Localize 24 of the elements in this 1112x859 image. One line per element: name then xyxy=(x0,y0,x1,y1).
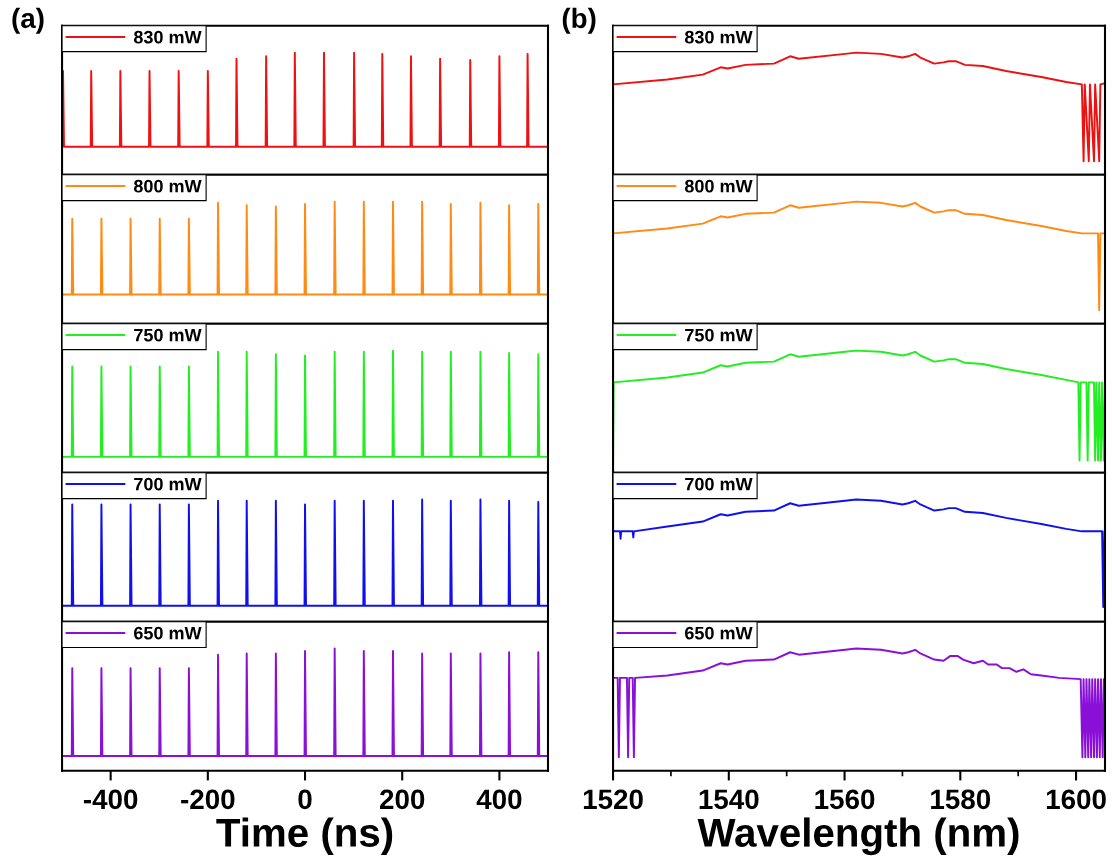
x-axis-title: Time (ns) xyxy=(216,817,393,855)
chart-title: (b) xyxy=(562,7,596,34)
legend-label: 830 mW xyxy=(684,30,753,44)
legend-label: 800 mW xyxy=(133,179,202,193)
legend-label: 750 mW xyxy=(134,328,202,342)
x-tick-label: 200 xyxy=(380,789,425,810)
legend-label: 800 mW xyxy=(684,179,753,193)
x-axis-title: Wavelength (nm) xyxy=(697,817,1019,856)
legend-label: 700 mW xyxy=(134,477,202,491)
x-tick-label: 1580 xyxy=(931,789,991,810)
x-tick-label: 0 xyxy=(298,789,312,810)
x-tick-label: -200 xyxy=(181,789,235,810)
x-tick-label: 1540 xyxy=(699,789,759,810)
x-tick-label: -400 xyxy=(83,789,138,810)
x-tick-label: 1520 xyxy=(583,789,643,810)
chart-title: (a) xyxy=(12,7,44,34)
legend-label: 650 mW xyxy=(685,626,753,640)
legend-label: 650 mW xyxy=(134,626,202,640)
legend-label: 700 mW xyxy=(685,477,753,491)
x-tick-label: 1600 xyxy=(1046,789,1106,810)
x-tick-label: 400 xyxy=(476,789,522,810)
legend-label: 830 mW xyxy=(133,30,202,44)
x-tick-label: 1560 xyxy=(815,789,875,810)
legend-label: 750 mW xyxy=(685,328,753,342)
